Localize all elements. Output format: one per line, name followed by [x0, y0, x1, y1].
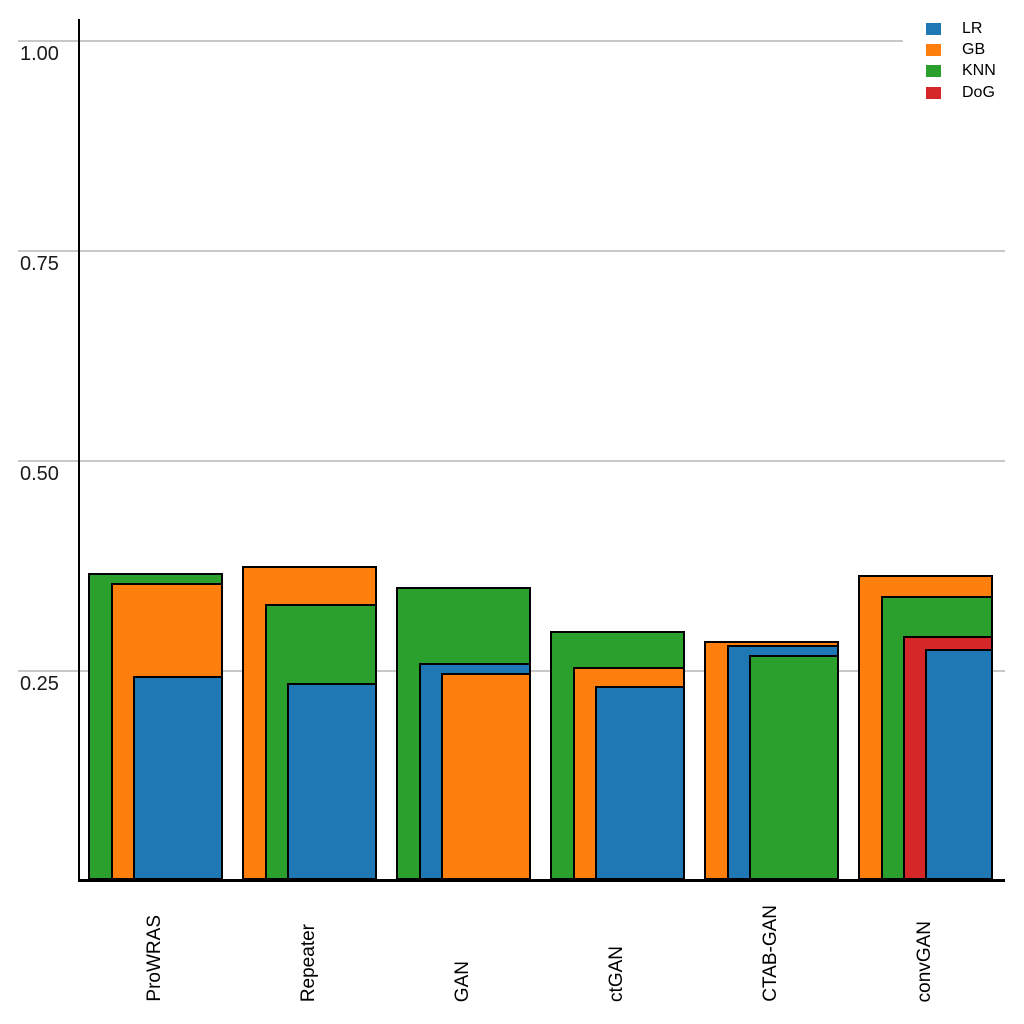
xtick-label-Repeater: Repeater: [297, 923, 319, 1002]
legend: LR GB KNN DoG: [903, 12, 1022, 110]
legend-label-DoG: DoG: [962, 83, 995, 101]
xtick-label-GAN: GAN: [451, 960, 473, 1002]
legend-item-KNN: KNN: [903, 61, 1022, 82]
legend-label-KNN: KNN: [962, 62, 996, 80]
bar-convGAN-LR: [924, 649, 993, 880]
ytick-label-1.00: 1.00: [20, 43, 59, 65]
xtick-label-ctGAN: ctGAN: [605, 946, 627, 1002]
legend-item-GB: GB: [903, 39, 1022, 60]
xtick-label-CTAB-GAN: CTAB-GAN: [759, 905, 781, 1002]
gridline-0.50: [18, 460, 1005, 462]
gridline-1.00: [18, 40, 1005, 42]
xtick-label-convGAN: convGAN: [913, 920, 935, 1002]
legend-swatch-DoG: [926, 86, 941, 99]
ytick-label-0.50: 0.50: [20, 463, 59, 485]
ytick-label-0.25: 0.25: [20, 673, 59, 695]
legend-swatch-LR: [926, 22, 941, 35]
bar-Repeater-LR: [286, 682, 377, 880]
ytick-label-0.75: 0.75: [20, 253, 59, 275]
legend-swatch-GB: [926, 44, 941, 57]
y-axis-spine: [78, 19, 80, 881]
xtick-label-ProWRAS: ProWRAS: [143, 915, 165, 1002]
legend-label-LR: LR: [962, 19, 983, 37]
bar-CTAB-GAN-KNN: [748, 654, 839, 880]
gridline-0.75: [18, 250, 1005, 252]
x-axis-spine: [78, 879, 1005, 882]
legend-label-GB: GB: [962, 41, 986, 59]
legend-item-LR: LR: [903, 18, 1022, 39]
legend-swatch-KNN: [926, 65, 941, 78]
bar-GAN-GB: [440, 672, 531, 880]
bar-ctGAN-LR: [594, 685, 685, 880]
bar-ProWRAS-LR: [132, 675, 223, 880]
legend-item-DoG: DoG: [903, 82, 1022, 103]
